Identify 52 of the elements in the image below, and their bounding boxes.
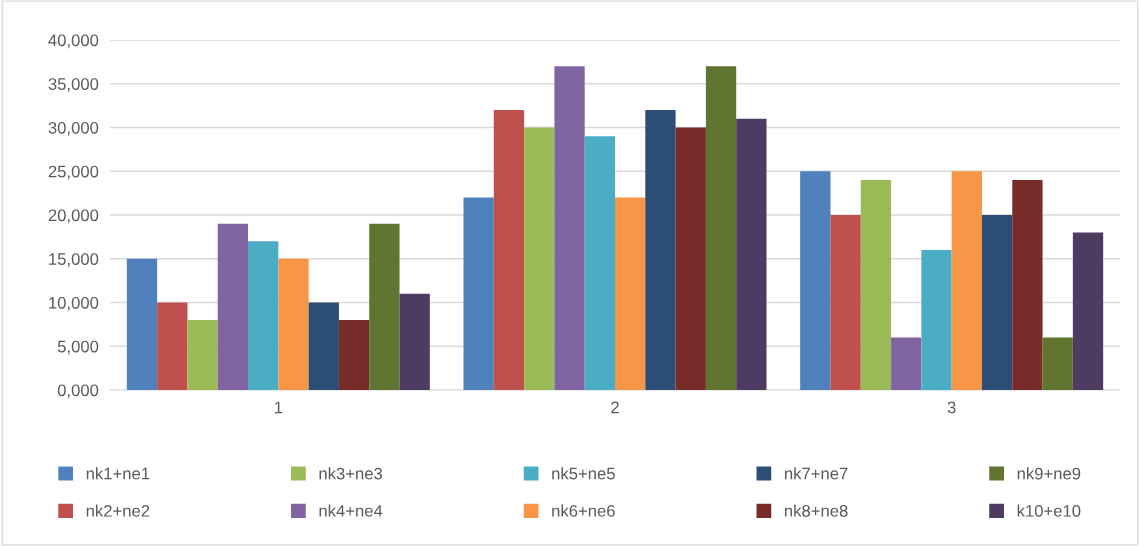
y-tick-label: 15,000 xyxy=(49,253,99,267)
bar xyxy=(399,293,430,390)
bar xyxy=(1072,232,1104,390)
legend-label: nk6+ne6 xyxy=(552,504,615,517)
bar xyxy=(705,66,737,390)
y-tick-label: 40,000 xyxy=(48,34,99,49)
bar xyxy=(1042,337,1073,390)
y-tick-label: 10,000 xyxy=(49,296,99,311)
y-tick-label: 20,000 xyxy=(48,209,99,224)
bar xyxy=(830,215,861,390)
legend-label: nk9+ne9 xyxy=(1017,467,1081,480)
y-tick-label: 30,000 xyxy=(48,121,99,136)
legend-label: nk5+ne5 xyxy=(552,467,615,480)
y-tick-label: 5,000 xyxy=(57,340,99,355)
legend-label: nk8+ne8 xyxy=(784,504,848,517)
x-tick-label: 2 xyxy=(611,401,619,414)
bar xyxy=(981,215,1013,390)
legend-label: nk1+ne1 xyxy=(86,467,150,480)
legend-label: nk2+ne2 xyxy=(86,504,150,517)
bar xyxy=(584,136,615,390)
bar xyxy=(463,197,494,390)
bar xyxy=(278,258,309,390)
bar xyxy=(554,66,585,390)
bar xyxy=(493,110,525,390)
legend-label: nk3+ne3 xyxy=(319,467,383,480)
bar xyxy=(369,223,400,390)
y-tick-label: 25,000 xyxy=(48,165,99,180)
bar xyxy=(217,223,249,390)
x-tick-label: 1 xyxy=(274,401,283,414)
legend-label: nk7+ne7 xyxy=(784,467,848,480)
bar xyxy=(308,302,339,390)
legend-label: nk4+ne4 xyxy=(319,504,383,517)
bar xyxy=(1012,180,1043,390)
bar xyxy=(860,180,892,390)
bar xyxy=(248,241,279,390)
legend-label: k10+e10 xyxy=(1017,504,1081,517)
bar xyxy=(338,320,370,390)
bar xyxy=(675,127,706,390)
bar xyxy=(800,171,831,390)
y-tick-label: 35,000 xyxy=(48,78,99,92)
bar xyxy=(615,197,646,390)
bar xyxy=(645,110,676,390)
bar xyxy=(524,127,555,390)
bar xyxy=(157,302,188,390)
y-tick-label: 0,000 xyxy=(57,384,99,399)
bar xyxy=(921,250,952,390)
bar xyxy=(736,118,767,390)
bar xyxy=(187,320,218,390)
x-tick-label: 3 xyxy=(947,401,956,414)
bar xyxy=(951,171,982,390)
bar xyxy=(891,337,922,390)
bar xyxy=(126,258,158,390)
